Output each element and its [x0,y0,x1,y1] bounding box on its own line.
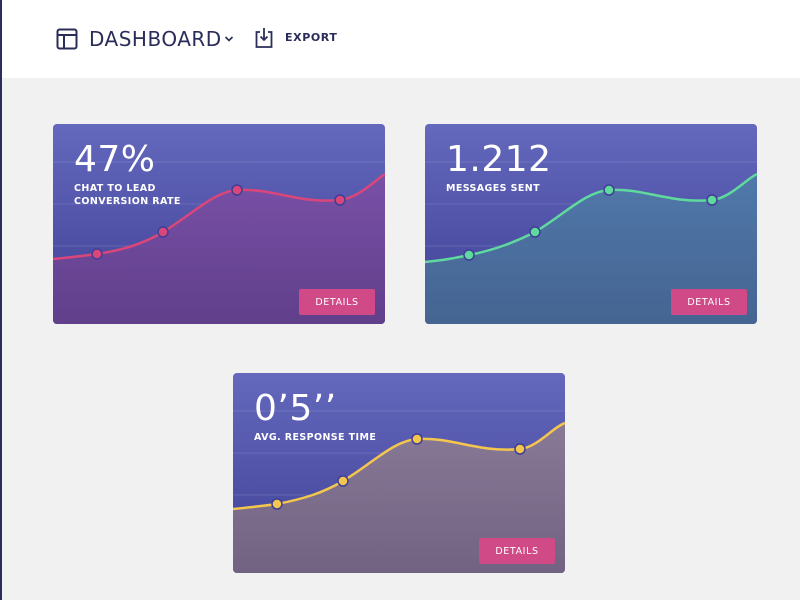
metric-value: 47% [74,139,156,180]
card-response-time: 0’5’’ AVG. RESPONSE TIME DETAILS [233,373,565,573]
data-point [529,226,541,238]
export-icon[interactable] [254,27,274,49]
details-button[interactable]: DETAILS [479,538,555,564]
data-point [411,433,423,445]
metric-label-line: CONVERSION RATE [74,196,181,207]
metric-label: AVG. RESPONSE TIME [254,431,394,444]
data-point [463,249,475,261]
metric-value: 1.212 [446,139,552,180]
data-point [91,248,103,260]
metric-label-line: MESSAGES SENT [446,183,540,194]
metric-label-line: AVG. RESPONSE TIME [254,432,377,443]
card-messages-sent: 1.212 MESSAGES SENT DETAILS [425,124,757,324]
chevron-down-icon[interactable] [224,35,234,43]
left-edge-rule [0,0,2,600]
top-bar: DASHBOARD EXPORT [2,0,800,78]
export-button[interactable]: EXPORT [285,31,338,44]
data-point [603,184,615,196]
details-button[interactable]: DETAILS [671,289,747,315]
data-point [271,498,283,510]
conversion-chart [53,124,385,324]
data-point [337,475,349,487]
data-point [334,194,346,206]
data-point [157,226,169,238]
card-conversion-rate: 47% CHAT TO LEAD CONVERSION RATE DETAILS [53,124,385,324]
dashboard-layout-icon [56,28,78,50]
data-point [231,184,243,196]
metric-label: CHAT TO LEAD CONVERSION RATE [74,182,214,208]
metric-label-line: CHAT TO LEAD [74,183,156,194]
details-button[interactable]: DETAILS [299,289,375,315]
data-point [706,194,718,206]
data-point [514,443,526,455]
metric-label: MESSAGES SENT [446,182,586,195]
metric-value: 0’5’’ [254,388,337,429]
dashboard-title[interactable]: DASHBOARD [89,27,222,51]
response-chart [233,373,565,573]
